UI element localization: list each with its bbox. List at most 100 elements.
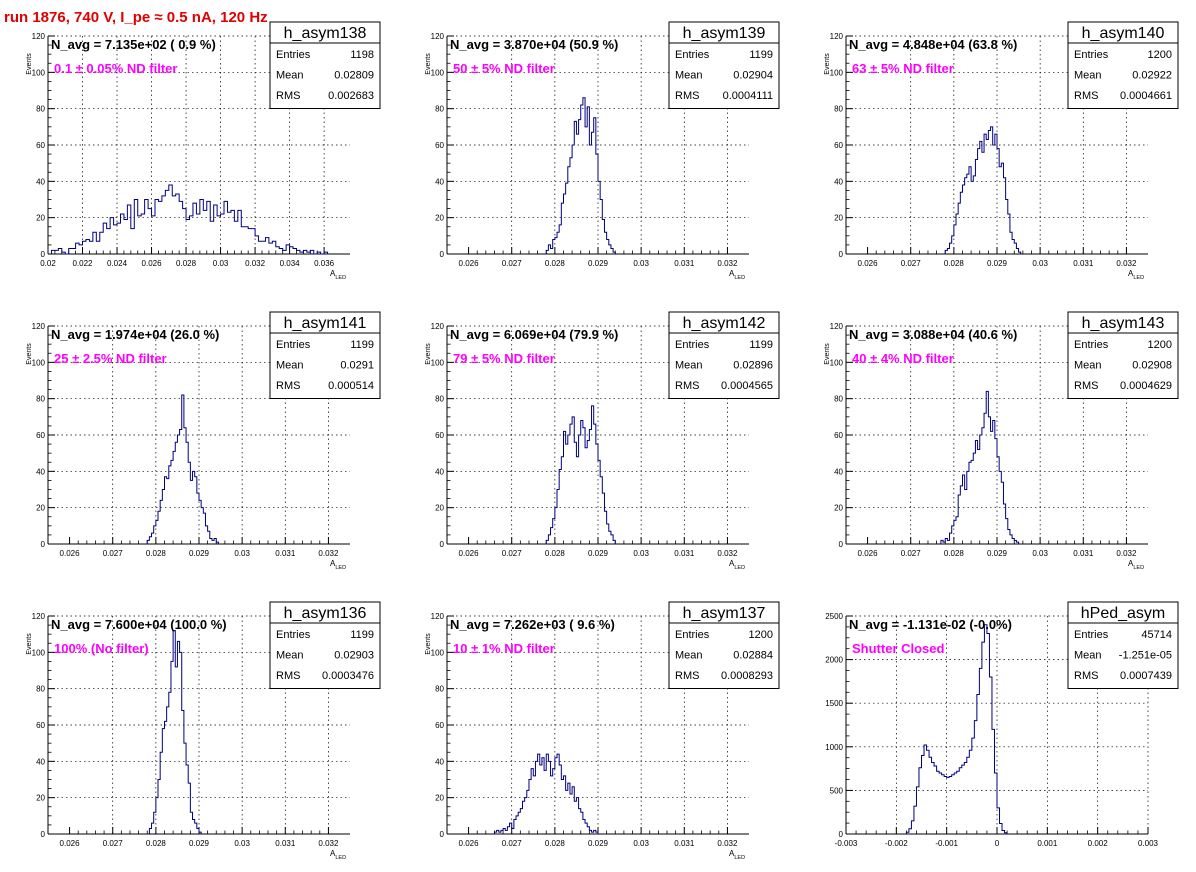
info-line: N_avg = 7.135e+02 ( 0.9 %) <box>51 37 216 52</box>
y-tick-label: 80 <box>834 105 843 114</box>
x-tick-label: 0.026 <box>60 839 81 848</box>
x-tick-label: 0.029 <box>987 549 1008 558</box>
x-tick-label: 0.034 <box>280 259 301 268</box>
histogram-name: h_asym142 <box>683 315 766 332</box>
stats-label: Entries <box>675 339 710 351</box>
x-tick-label: 0.031 <box>1073 259 1094 268</box>
x-tick-label: 0.028 <box>944 549 965 558</box>
x-tick-label: 0.029 <box>189 839 210 848</box>
stats-label: RMS <box>675 90 699 102</box>
x-tick-label: 0.03 <box>1032 259 1048 268</box>
x-tick-label: 0.026 <box>60 549 81 558</box>
stats-value: 0.02903 <box>334 649 374 661</box>
info-line: N_avg = -1.131e-02 (-0.0%) <box>849 617 1012 632</box>
stats-value: 1199 <box>350 629 374 641</box>
x-tick-label: 0.027 <box>103 839 124 848</box>
x-tick-label: 0.027 <box>502 839 523 848</box>
stats-label: Mean <box>276 649 304 661</box>
y-tick-label: 80 <box>834 395 843 404</box>
x-tick-label: 0.029 <box>588 839 609 848</box>
x-tick-label: 0.03 <box>633 549 649 558</box>
stats-value: 1199 <box>749 49 773 61</box>
histogram-name: h_asym143 <box>1082 315 1165 332</box>
x-tick-label: 0.031 <box>275 549 296 558</box>
y-tick-label: 80 <box>36 395 45 404</box>
stats-label: Entries <box>1074 49 1109 61</box>
x-tick-label: 0.001 <box>1037 839 1058 848</box>
y-tick-label: 120 <box>431 32 445 41</box>
stats-label: RMS <box>276 90 300 102</box>
y-tick-label: 100 <box>830 358 844 367</box>
histogram-panel-h_asym139: 0.026 0.027 0.028 0.029 0.03 0.031 0.032 0 20 40 6… <box>425 21 780 281</box>
x-axis-label: ALED <box>1128 559 1144 571</box>
y-tick-label: 100 <box>32 68 46 77</box>
x-tick-label: 0.026 <box>142 259 163 268</box>
y-tick-label: 20 <box>36 214 45 223</box>
run-title: run 1876, 740 V, I_pe ≈ 0.5 nA, 120 Hz <box>4 9 268 26</box>
y-tick-label: 500 <box>830 786 844 795</box>
y-tick-label: 0 <box>41 830 46 839</box>
x-tick-label: 0.027 <box>502 549 523 558</box>
y-tick-label: 100 <box>32 358 46 367</box>
histogram-panel-h_asym140: 0.026 0.027 0.028 0.029 0.03 0.031 0.032 0 20 40 6… <box>824 21 1179 281</box>
y-axis-label: Events <box>425 633 432 655</box>
y-tick-label: 2500 <box>825 612 843 621</box>
x-tick-label: 0.03 <box>234 549 250 558</box>
histogram-series <box>545 405 616 544</box>
histogram-panel-h_asym142: 0.026 0.027 0.028 0.029 0.03 0.031 0.032 0 20 40 6… <box>425 311 780 571</box>
stats-box <box>668 601 780 689</box>
y-tick-label: 40 <box>435 467 444 476</box>
x-axis-label: ALED <box>729 559 745 571</box>
histogram-series <box>940 390 1020 544</box>
x-tick-label: 0.024 <box>107 259 128 268</box>
stats-value: -1.251e-05 <box>1119 649 1172 661</box>
y-tick-label: 0 <box>839 250 844 259</box>
y-tick-label: 0 <box>41 540 46 549</box>
x-tick-label: 0.028 <box>176 259 197 268</box>
stats-value: 0.02908 <box>1132 359 1172 371</box>
x-tick-label: 0.03 <box>633 259 649 268</box>
y-tick-label: 40 <box>435 757 444 766</box>
y-tick-label: 20 <box>36 794 45 803</box>
x-axis-label: ALED <box>729 269 745 281</box>
x-tick-label: 0.027 <box>103 549 124 558</box>
x-tick-label: 0.026 <box>858 549 879 558</box>
stats-box <box>1067 601 1179 689</box>
stats-box <box>1067 21 1179 109</box>
x-tick-label: 0.03 <box>234 839 250 848</box>
filter-note: 0.1 ± 0.05% ND filter <box>54 61 177 76</box>
y-tick-label: 80 <box>435 685 444 694</box>
stats-value: 0.0004661 <box>1120 90 1172 102</box>
histogram-name: h_asym136 <box>284 605 367 622</box>
stats-label: Entries <box>1074 339 1109 351</box>
stats-value: 0.002683 <box>328 90 374 102</box>
stats-label: RMS <box>276 380 300 392</box>
x-tick-label: 0.026 <box>459 839 480 848</box>
filter-note: 10 ± 1% ND filter <box>453 641 555 656</box>
stats-value: 0.02809 <box>334 69 374 81</box>
y-tick-label: 120 <box>32 612 46 621</box>
x-tick-label: 0.029 <box>189 549 210 558</box>
stats-label: Mean <box>1074 359 1102 371</box>
x-tick-label: 0.028 <box>545 259 566 268</box>
x-tick-label: 0.028 <box>146 839 167 848</box>
x-tick-label: 0.031 <box>674 549 695 558</box>
histogram-name: h_asym137 <box>683 605 766 622</box>
y-axis-label: Events <box>425 343 432 365</box>
y-tick-label: 1000 <box>825 743 843 752</box>
y-tick-label: 100 <box>32 648 46 657</box>
y-tick-label: 80 <box>435 105 444 114</box>
histogram-panel-h_asym136: 0.026 0.027 0.028 0.029 0.03 0.031 0.032 0 20 40 6… <box>26 601 381 861</box>
y-tick-label: 60 <box>834 431 843 440</box>
x-tick-label: 0.032 <box>245 259 266 268</box>
y-tick-label: 120 <box>431 322 445 331</box>
x-tick-label: -0.003 <box>835 839 858 848</box>
y-tick-label: 60 <box>36 431 45 440</box>
stats-value: 45714 <box>1141 629 1172 641</box>
y-tick-label: 60 <box>834 141 843 150</box>
histogram-name: h_asym139 <box>683 25 766 42</box>
x-tick-label: 0.032 <box>717 839 738 848</box>
y-tick-label: 20 <box>435 504 444 513</box>
stats-value: 0.0291 <box>340 359 374 371</box>
y-tick-label: 0 <box>440 250 445 259</box>
